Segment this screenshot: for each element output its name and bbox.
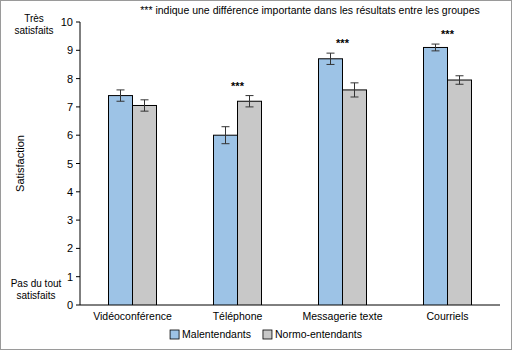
error-line [249, 96, 250, 107]
y-tick-label: 2 [67, 242, 73, 254]
y-tick [76, 276, 80, 277]
error-bar [327, 53, 335, 64]
y-tick-label: 5 [67, 158, 73, 170]
y-tick [76, 248, 80, 249]
error-bar [432, 44, 440, 51]
error-line [144, 100, 145, 111]
error-cap [141, 111, 149, 112]
x-tick-label: Vidéoconférence [93, 310, 172, 322]
x-tick-label: Téléphone [213, 310, 263, 322]
error-line [459, 76, 460, 84]
legend-label: Malentendants [182, 328, 251, 340]
bar [109, 96, 133, 305]
bar [448, 80, 472, 305]
error-cap [117, 101, 125, 102]
y-tick-label: 6 [67, 129, 73, 141]
error-cap [222, 143, 230, 144]
legend-swatch [263, 330, 272, 339]
y-tick [76, 305, 80, 306]
legend-swatch [170, 330, 179, 339]
y-tick-label: 8 [67, 73, 73, 85]
error-cap [456, 75, 464, 76]
error-cap [351, 82, 359, 83]
y-label-bottom: Pas du toutsatisfaits [11, 278, 62, 301]
error-bar [222, 127, 230, 144]
legend: Malentendants Normo-entendants [170, 328, 362, 340]
error-cap [141, 99, 149, 100]
bar [343, 90, 367, 305]
error-line [330, 53, 331, 64]
bar [238, 101, 262, 305]
y-tick-label: 10 [61, 16, 73, 28]
error-line [354, 83, 355, 97]
bar [319, 59, 343, 305]
significance-mark: *** [441, 28, 455, 40]
error-bar [141, 100, 149, 111]
error-cap [351, 96, 359, 97]
error-cap [246, 95, 254, 96]
x-tick-label: Messagerie texte [303, 310, 383, 322]
error-cap [432, 50, 440, 51]
error-bar [246, 96, 254, 107]
significance-mark: *** [231, 80, 245, 92]
significance-mark: *** [336, 37, 350, 49]
error-cap [327, 53, 335, 54]
y-tick-label: 4 [67, 186, 73, 198]
error-cap [327, 64, 335, 65]
error-bar [117, 90, 125, 101]
y-tick [76, 22, 80, 23]
error-cap [222, 126, 230, 127]
bar [214, 135, 238, 305]
bars [109, 44, 472, 305]
y-tick [76, 50, 80, 51]
y-axis-label: Satisfaction [14, 135, 26, 192]
y-tick-label: 3 [67, 214, 73, 226]
error-bar [456, 76, 464, 84]
error-cap [432, 44, 440, 45]
bar [424, 47, 448, 305]
legend-item: Malentendants [170, 328, 251, 340]
y-tick-label: 0 [67, 299, 73, 311]
error-line [435, 44, 436, 51]
legend-label: Normo-entendants [275, 328, 362, 340]
y-tick-label: 7 [67, 101, 73, 113]
chart: *** indique une différence importante da… [0, 0, 512, 350]
legend-item: Normo-entendants [263, 328, 362, 340]
y-label-top: Trèssatisfaits [15, 13, 54, 36]
y-tick [76, 106, 80, 107]
x-tick-label: Courriels [426, 310, 468, 322]
error-line [225, 127, 226, 144]
error-cap [246, 106, 254, 107]
y-tick-label: 1 [67, 271, 73, 283]
y-tick [76, 163, 80, 164]
y-tick [76, 135, 80, 136]
y-tick-label: 9 [67, 44, 73, 56]
error-cap [117, 89, 125, 90]
error-bar [351, 83, 359, 97]
y-tick [76, 220, 80, 221]
error-line [120, 90, 121, 101]
title: *** indique une différence importante da… [140, 4, 480, 16]
frame [1, 1, 512, 350]
y-tick [76, 78, 80, 79]
y-tick [76, 191, 80, 192]
error-cap [456, 84, 464, 85]
bar [133, 105, 157, 305]
